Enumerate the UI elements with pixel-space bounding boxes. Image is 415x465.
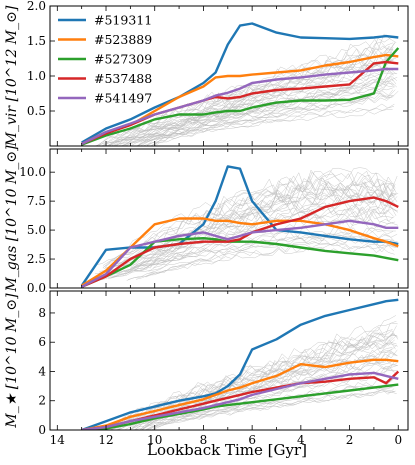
- background-track: [116, 187, 398, 272]
- series-line-519311: [80, 165, 399, 287]
- series-line-537488: [81, 196, 399, 288]
- background-track: [112, 228, 394, 277]
- background-tracks: [95, 315, 399, 430]
- background-track: [108, 204, 395, 274]
- background-track: [111, 234, 398, 278]
- background-track: [152, 185, 397, 269]
- axes-frame: [49, 290, 409, 431]
- background-track: [133, 389, 396, 430]
- background-track: [146, 35, 397, 146]
- background-track: [150, 90, 395, 146]
- background-track: [116, 62, 397, 146]
- background-track: [148, 196, 399, 272]
- x-tick-label: 2: [346, 433, 354, 447]
- background-track: [130, 188, 399, 269]
- background-track: [100, 216, 394, 275]
- x-tick-label: 12: [98, 433, 113, 447]
- x-tick-label: 14: [50, 433, 66, 447]
- background-track: [108, 80, 395, 146]
- background-track: [123, 200, 399, 273]
- y-tick-label: 8: [38, 306, 46, 320]
- background-track: [106, 66, 393, 146]
- background-track: [117, 322, 398, 430]
- y-tick-label: 7.5: [27, 194, 46, 208]
- background-track: [109, 225, 396, 277]
- background-track: [105, 342, 398, 430]
- y-tick-label: 6: [38, 335, 46, 349]
- y-tick-label: 2.0: [27, 0, 46, 13]
- y-tick-label: 1.5: [27, 34, 46, 48]
- y-tick-label: 0: [38, 423, 46, 437]
- background-track: [135, 190, 398, 271]
- series-line-519311: [81, 22, 399, 144]
- series-line-519311: [81, 298, 399, 430]
- y-axis-label: M_★ [10^10 M_⊙]: [4, 293, 20, 429]
- series-line-541497: [81, 371, 399, 430]
- legend-label: #541497: [94, 91, 152, 106]
- series-line-523889: [81, 358, 399, 430]
- background-track: [105, 330, 399, 430]
- background-track: [107, 388, 395, 430]
- background-track: [126, 245, 395, 281]
- x-tick-label: 6: [248, 433, 256, 447]
- x-tick-label: 4: [297, 433, 305, 447]
- background-track: [101, 242, 395, 281]
- background-track: [94, 213, 394, 274]
- legend-label: #523889: [94, 32, 152, 47]
- background-track: [130, 59, 393, 146]
- y-tick-label: 10.0: [19, 165, 46, 179]
- y-tick-label: 1.0: [27, 69, 46, 83]
- legend-label: #519311: [94, 13, 152, 28]
- legend: #519311 #523889 #527309 #537488 #541497: [58, 13, 152, 106]
- background-track: [124, 89, 394, 146]
- y-axis-label: M_gas [10^10 M_⊙]: [4, 145, 20, 293]
- axes-frame: [49, 148, 409, 289]
- series-line-523889: [81, 53, 399, 145]
- background-track: [94, 108, 393, 146]
- background-track: [107, 333, 395, 430]
- panel-3: 14 12 10 8 6 4 2 0 0 2 4 6 8 M_★ [10^10 M_⊙]: [4, 290, 409, 447]
- background-track: [146, 75, 397, 146]
- background-track: [137, 46, 394, 146]
- x-tick-label: 0: [394, 433, 402, 447]
- background-track: [140, 167, 397, 267]
- background-track: [136, 238, 398, 280]
- background-track: [144, 377, 395, 430]
- series-line-527309: [81, 47, 400, 146]
- background-track: [143, 184, 394, 269]
- series-line-541497: [81, 219, 399, 288]
- background-track: [102, 339, 395, 430]
- background-track: [128, 243, 397, 280]
- x-tick-label: 10: [147, 433, 162, 447]
- y-tick-label: 0.0: [27, 281, 46, 295]
- series-line-523889: [81, 217, 399, 287]
- panel-2: 0.0 2.5 5.0 7.5 10.0M_gas [10^10 M_⊙]: [4, 145, 409, 295]
- y-tick-label: 2: [38, 394, 46, 408]
- panel-1: 0.5 1.0 1.5 2.0 M_vir [10^12 M_⊙]: [4, 0, 409, 147]
- y-tick-label: 4: [38, 364, 46, 378]
- y-tick-label: 2.5: [27, 252, 46, 266]
- y-axis-label: M_vir [10^12 M_⊙]: [4, 5, 20, 147]
- series-line-541497: [81, 67, 399, 145]
- series-line-527309: [81, 383, 399, 430]
- x-axis-label: Lookback Time [Gyr]: [147, 441, 307, 459]
- background-track: [125, 206, 394, 273]
- background-track: [149, 205, 394, 274]
- background-tracks: [93, 167, 399, 281]
- background-track: [120, 103, 395, 146]
- x-tick-label: 8: [200, 433, 208, 447]
- legend-label: #527309: [94, 52, 152, 67]
- y-tick-label: 0.5: [27, 104, 46, 118]
- series-line-527309: [81, 236, 399, 288]
- y-tick-label: 5.0: [27, 223, 46, 237]
- background-track: [99, 211, 398, 274]
- background-track: [95, 171, 395, 266]
- background-track: [136, 95, 393, 146]
- background-track: [106, 41, 394, 146]
- legend-label: #537488: [94, 71, 152, 86]
- background-track: [140, 68, 397, 146]
